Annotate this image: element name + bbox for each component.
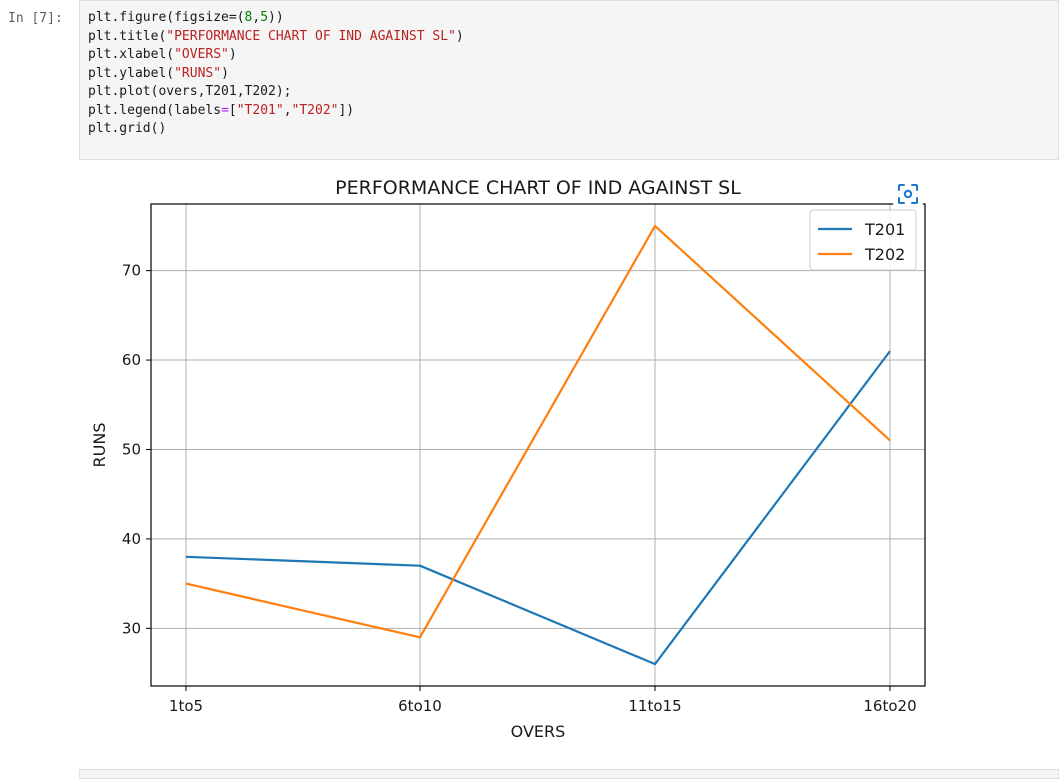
code-line: plt.xlabel("OVERS") [88,47,237,62]
y-axis-label: RUNS [90,423,109,468]
code-line: plt.legend(labels=["T201","T202"]) [88,102,355,118]
code-cell[interactable]: plt.figure(figsize=(8,5)) plt.title("PER… [79,0,1059,160]
y-tick-label: 70 [122,262,141,280]
legend-label-t201: T201 [864,220,905,239]
x-tick-label: 16to20 [863,697,916,715]
expand-image-icon [898,184,918,204]
y-tick-label: 30 [122,619,141,637]
cell-prompt: In [7]: [8,11,63,26]
code-line: plt.grid() [88,121,167,136]
code-line: plt.title("PERFORMANCE CHART OF IND AGAI… [88,28,464,44]
legend: T201 T202 [809,209,917,271]
plot-frame [150,203,926,687]
x-tick-label: 11to15 [628,697,681,715]
chart-title: PERFORMANCE CHART OF IND AGAINST SL [335,177,741,199]
y-tick-label: 50 [122,440,141,458]
series-line-t202 [185,224,891,639]
next-code-cell[interactable] [79,769,1059,779]
expand-image-button[interactable] [893,181,923,207]
y-tick-label: 40 [122,530,141,548]
legend-label-t202: T202 [864,245,905,264]
code-line: plt.figure(figsize=(8,5)) [88,10,284,25]
series-line-t201 [185,350,891,666]
x-axis-label: OVERS [511,722,566,741]
y-tick-label: 60 [122,351,141,369]
code-line: plt.ylabel("RUNS") [88,65,229,81]
x-tick-label: 6to10 [398,697,442,715]
x-tick-label: 1to5 [169,697,203,715]
code-line: plt.plot(overs,T201,T202); [88,84,292,99]
code-editor[interactable]: plt.figure(figsize=(8,5)) plt.title("PER… [88,9,464,139]
